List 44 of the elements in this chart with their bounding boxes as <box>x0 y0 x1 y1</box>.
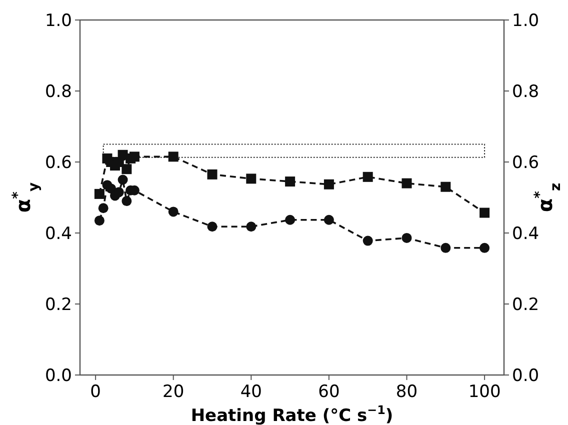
point <box>402 232 412 243</box>
x-tick-label: 100 <box>468 382 501 402</box>
point <box>480 208 490 218</box>
point <box>94 216 104 226</box>
x-tick-label: 0 <box>90 382 101 402</box>
point <box>168 206 178 217</box>
y-tick-label: 0.0 <box>44 366 72 386</box>
point <box>440 242 451 253</box>
point <box>129 152 140 162</box>
y-tick-label: 0.2 <box>44 295 72 315</box>
point <box>285 214 296 225</box>
y-tick-label: 0.4 <box>44 224 72 244</box>
point <box>440 182 451 192</box>
y2-tick-label: 0.2 <box>512 295 540 315</box>
point <box>324 179 334 190</box>
y2-tick-label: 0.6 <box>512 153 540 173</box>
y-tick-label: 0.8 <box>44 82 72 102</box>
point <box>94 188 104 199</box>
y2-tick-label: 0.0 <box>512 366 540 386</box>
point <box>362 172 373 182</box>
y-tick-label: 0.6 <box>44 153 72 173</box>
point <box>207 169 218 180</box>
y2-tick-label: 0.4 <box>512 224 540 244</box>
point <box>246 174 256 184</box>
point <box>122 196 132 206</box>
point <box>168 152 178 162</box>
point <box>207 222 218 232</box>
y2-tick-label: 0.8 <box>512 82 540 102</box>
point <box>285 176 296 187</box>
x-tick-label: 20 <box>162 382 184 402</box>
x-tick-label: 80 <box>396 382 418 402</box>
x-axis-title: Heating Rate (°C s$^{−1}$) <box>190 403 394 425</box>
y-tick-label: 1.0 <box>44 11 72 31</box>
point <box>98 203 108 214</box>
point <box>122 164 132 174</box>
x-tick-label: 60 <box>318 382 340 402</box>
point <box>362 236 373 246</box>
point <box>480 242 490 253</box>
point <box>246 222 256 232</box>
point <box>324 214 334 225</box>
point <box>118 174 128 185</box>
point <box>402 178 412 188</box>
x-tick-label: 40 <box>240 382 262 402</box>
y2-tick-label: 1.0 <box>512 11 540 31</box>
